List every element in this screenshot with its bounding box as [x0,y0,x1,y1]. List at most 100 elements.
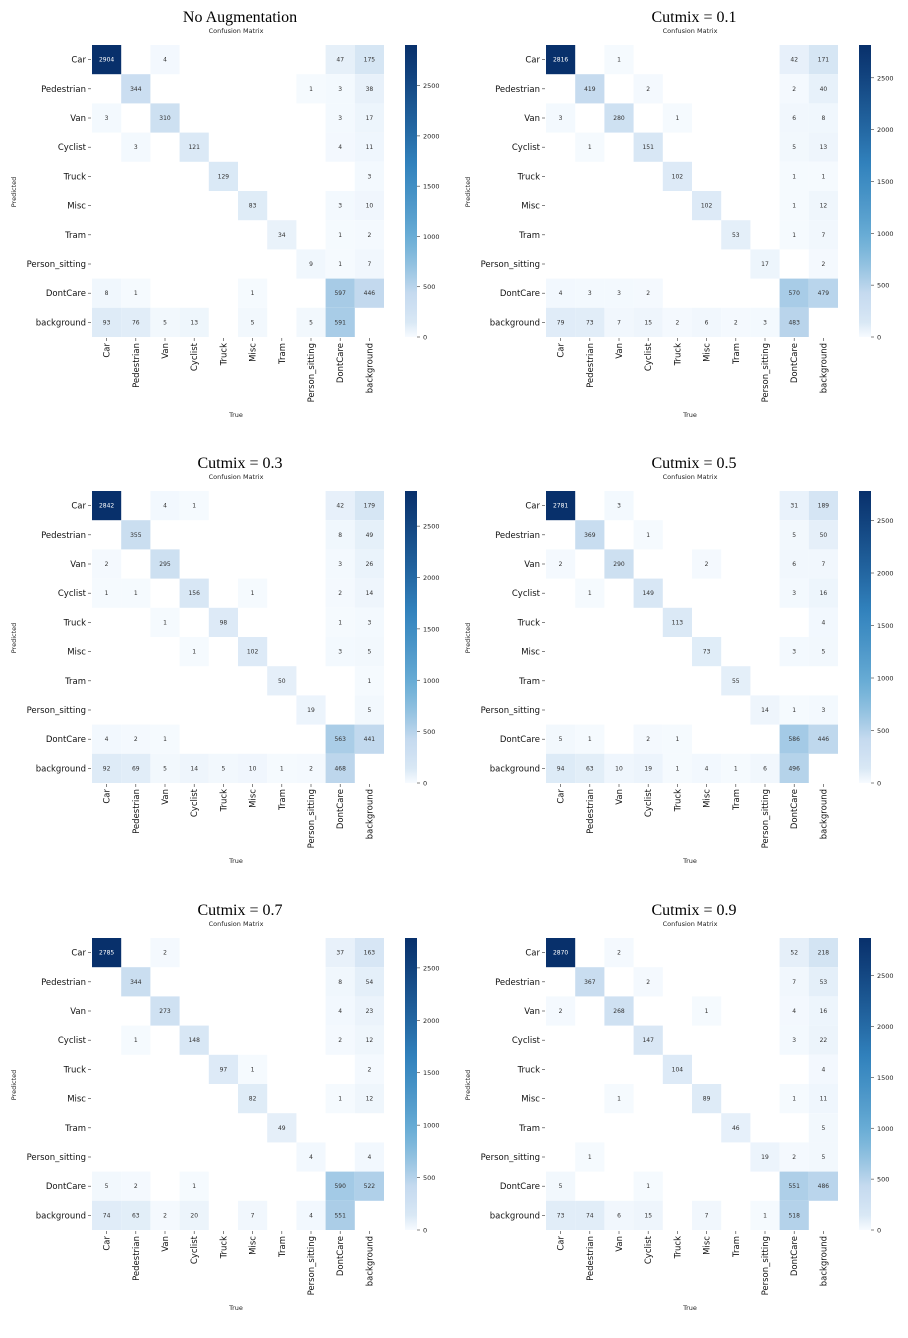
cell-value-label: 49 [366,532,374,539]
colorbar [405,45,417,337]
colorbar-tick-label: 0 [877,780,881,788]
cell-value-label: 1 [338,232,342,239]
heatmap-cell [633,74,663,104]
colorbar-tick-label: 1000 [423,1122,440,1130]
cell-value-label: 2 [675,319,679,326]
heatmap-cell [808,1113,838,1143]
heatmap-cell [354,491,384,521]
cell-value-label: 15 [644,319,652,326]
cell-value-label: 1 [163,619,167,626]
y-tick-label: Misc [521,648,540,658]
y-tick-label: Van [524,1007,540,1017]
cell-value-label: 446 [364,290,376,297]
heatmap-cell [633,132,663,162]
cell-value-label: 3 [763,319,767,326]
x-tick-label: Person_sitting [761,789,771,848]
colorbar-tick-label: 2000 [877,1023,894,1031]
x-tick-label: Misc [703,343,713,362]
cell-value-label: 6 [705,319,709,326]
heatmap-cell [92,278,122,308]
heatmap-cell [750,249,780,279]
x-axis-label: True [228,411,243,419]
y-axis-label: Predicted [464,1070,472,1101]
heatmap-cell [121,724,151,754]
heatmap-cell [692,637,722,667]
cell-value-label: 53 [820,979,828,986]
cell-value-label: 22 [820,1037,828,1044]
cell-value-label: 4 [705,765,709,772]
heatmap-cell [808,1025,838,1055]
cell-value-label: 23 [366,1008,374,1015]
x-tick-label: Misc [703,1236,713,1255]
cell-value-label: 83 [249,203,257,210]
colorbar-tick-label: 2000 [877,570,894,578]
colorbar-tick-label: 1500 [423,183,440,191]
cell-value-label: 97 [220,1066,228,1073]
colorbar-tick-label: 1000 [877,230,894,238]
cell-value-label: 570 [788,290,800,297]
colorbar-tick-label: 2000 [877,126,894,134]
x-axis-label: True [228,857,243,865]
cell-value-label: 6 [617,1212,621,1219]
cell-value-label: 5 [367,707,371,714]
heatmap-cell [692,1084,722,1114]
y-tick-label: Tram [518,1124,540,1134]
x-axis-label: True [682,1304,697,1312]
colorbar-tick-label: 0 [423,780,427,788]
heatmap-cell [692,549,722,579]
x-tick-label: Cyclist [190,1235,200,1264]
cell-value-label: 2 [646,86,650,93]
y-tick-label: background [36,764,86,774]
heatmap-cell [575,1142,605,1172]
heatmap-cell [808,161,838,191]
cell-value-label: 42 [790,57,798,64]
x-tick-label: DontCare [790,1236,800,1276]
cell-value-label: 74 [103,1212,111,1219]
cell-value-label: 7 [821,232,825,239]
cell-value-label: 7 [792,979,796,986]
heatmap-cell [779,132,809,162]
heatmap-cell [354,724,384,754]
cell-value-label: 4 [163,57,167,64]
x-tick-label: Van [161,1236,171,1252]
cell-value-label: 13 [820,144,828,151]
heatmap-cell [92,1171,122,1201]
x-tick-label: background [819,789,829,839]
cell-value-label: 2 [105,561,109,568]
heatmap-cell [546,491,576,521]
y-tick-label: Cyclist [512,589,541,599]
heatmap-cell [150,607,180,637]
cell-value-label: 1 [192,503,196,510]
heatmap-cell [575,278,605,308]
cell-value-label: 344 [130,86,142,93]
heatmap-cell [267,1113,297,1143]
cell-value-label: 42 [336,503,344,510]
x-tick-label: Pedestrian [132,1236,142,1281]
heatmap-cell [179,637,209,667]
cell-value-label: 94 [557,765,565,772]
cell-value-label: 82 [249,1096,257,1103]
heatmap-cell [179,1200,209,1230]
heatmap-cell [325,607,355,637]
cell-value-label: 10 [615,765,623,772]
heatmap-cell [325,45,355,75]
x-tick-label: Person_sitting [307,343,317,402]
cell-value-label: 3 [617,290,621,297]
heatmap-cell [546,45,576,75]
heatmap-cell [808,724,838,754]
cell-value-label: 46 [732,1125,740,1132]
heatmap-cell [808,103,838,133]
cell-value-label: 1 [134,1037,138,1044]
x-tick-label: Truck [673,343,683,366]
heatmap-cell [808,132,838,162]
cell-value-label: 5 [105,1183,109,1190]
cell-value-label: 92 [103,765,111,772]
cell-value-label: 3 [367,173,371,180]
cell-value-label: 5 [163,765,167,772]
x-tick-label: Person_sitting [761,343,771,402]
colorbar-tick-label: 1000 [877,1125,894,1133]
cell-value-label: 8 [105,290,109,297]
x-tick-label: Pedestrian [586,789,596,834]
cell-value-label: 2 [338,1037,342,1044]
heatmap-cell [779,491,809,521]
